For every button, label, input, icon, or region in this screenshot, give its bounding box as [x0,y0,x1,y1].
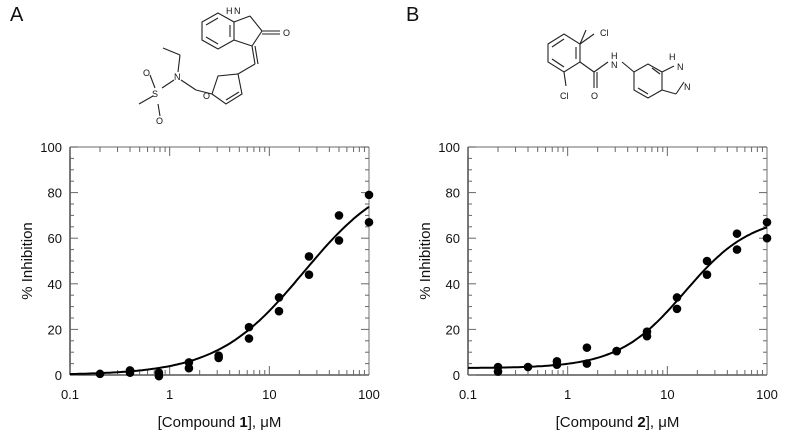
data-point [364,190,374,200]
data-point [762,217,772,227]
x-tick-label: 10 [660,387,674,402]
compound-2-atom-h-amide: H [611,51,618,61]
x-axis-label: [Compound 1], μM [158,414,282,431]
compound-2-atom-n-2: N [684,82,691,92]
data-point [523,362,533,372]
data-point [642,331,652,341]
fit-curve [69,205,370,376]
data-point [702,270,712,279]
data-point [304,270,314,279]
x-axis-label-compound: 1 [239,414,247,431]
compound-1-atom-o-1: O [143,68,150,78]
y-tick-label: 80 [446,186,460,201]
x-tick-label: 1 [166,387,173,402]
data-point [702,256,712,266]
y-axis-label: % Inhibition [417,222,434,300]
data-point [274,306,284,316]
panel-b-label: B [406,4,420,26]
x-tick-label: 1 [564,387,571,402]
data-point [552,360,562,370]
data-point [582,359,592,368]
y-tick-label: 20 [446,322,460,337]
x-axis-label-prefix: [Compound [556,414,638,431]
data-point [95,369,105,379]
data-point [274,293,284,302]
data-point [672,293,682,302]
x-tick-label: 0.1 [459,387,477,402]
compound-2-atom-h-indazole: H [669,52,676,62]
data-point [732,229,742,238]
x-tick-label: 10 [262,387,276,402]
chart-a: 0 20 40 60 80 100 0.1 1 10 100 % Inhibition [Compou… [19,140,380,431]
compound-2-atom-cl-2: Cl [560,91,569,101]
data-point [214,353,223,363]
data-point [612,346,621,356]
compound-1-atom-o-carbonyl: O [283,28,290,38]
compound-2-structure: Cl Cl O H N H N N [547,28,691,101]
y-tick-label: 20 [48,322,62,337]
data-point [244,334,254,343]
data-point [184,363,194,373]
compound-1-atom-h: H [226,6,233,16]
y-tick-label: 60 [48,231,62,246]
compound-1-atom-n: N [234,6,241,16]
y-tick-label: 60 [446,231,460,246]
y-axis-label: % Inhibition [19,222,36,300]
y-tick-label: 40 [48,277,62,292]
x-tick-label: 100 [358,387,380,402]
data-point [244,322,254,332]
data-point [334,236,344,245]
compound-2-atom-n-amide: N [611,60,618,70]
data-point [762,233,772,243]
compound-2-atom-o: O [591,91,598,101]
x-axis-label-prefix: [Compound [158,414,240,431]
x-tick-label: 100 [756,387,778,402]
data-point [304,252,314,261]
data-point [334,211,344,220]
data-point [672,304,682,314]
fit-curve [468,226,768,369]
x-axis-label: [Compound 2], μM [556,414,680,431]
compound-1-atom-s: S [152,89,158,99]
y-tick-label: 0 [453,368,460,383]
x-axis-label-suffix: ], μM [646,414,680,431]
chart-b: 0 20 40 60 80 100 0.1 1 10 100 % Inhibition [Compou… [417,140,778,431]
compound-1-atom-n-amine: N [174,72,181,82]
x-tick-label: 0.1 [61,387,79,402]
x-axis-label-suffix: ], μM [248,414,282,431]
compound-1-atom-o-furan: O [203,91,210,101]
compound-2-atom-cl-1: Cl [600,28,609,38]
y-tick-label: 100 [40,140,62,155]
data-point [154,371,164,381]
compound-1-structure: H N O O O S N O [138,6,290,126]
data-point [364,217,374,227]
panel-a-label: A [10,4,24,26]
data-point [732,245,742,254]
data-point [493,367,503,376]
y-tick-label: 80 [48,186,62,201]
y-tick-label: 100 [438,140,460,155]
y-tick-label: 0 [55,368,62,383]
data-point [582,343,592,352]
y-tick-label: 40 [446,277,460,292]
compound-1-atom-o-2: O [156,116,163,126]
compound-2-atom-n-1: N [677,62,684,72]
x-axis-label-compound: 2 [637,414,645,431]
data-point [125,368,135,378]
